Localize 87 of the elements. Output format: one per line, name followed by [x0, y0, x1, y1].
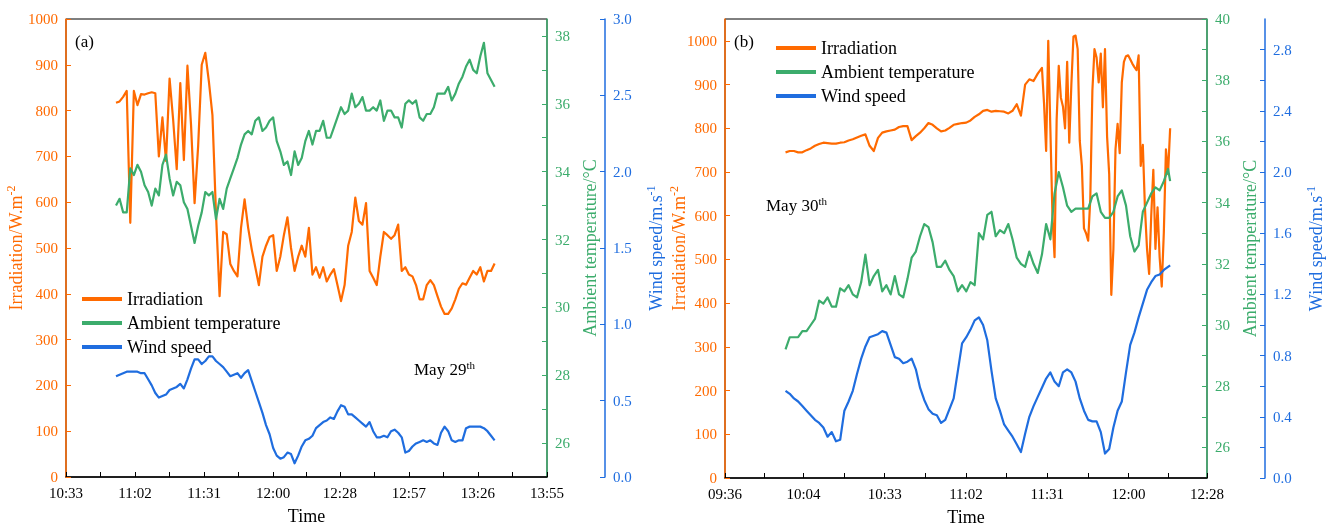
y3-tick-label: 0.0: [1273, 470, 1292, 486]
y-tick-label: 700: [694, 164, 717, 180]
annotation: (b): [734, 32, 754, 51]
y-tick-label: 900: [35, 56, 58, 73]
y2-tick-label: 30: [555, 299, 570, 316]
y-tick-label: 1000: [28, 11, 58, 27]
y2-tick-label: 30: [1215, 317, 1230, 333]
line-series: [114, 355, 496, 465]
y-axis-title: Irradiation/W.m-2: [4, 185, 26, 311]
y-axis-title: Irradiation/W.m-2: [667, 186, 689, 311]
y2-tick-label: 26: [1215, 439, 1231, 456]
y2-tick-label: 40: [1215, 11, 1230, 27]
y-tick-label: 400: [35, 285, 58, 302]
y-tick-label: 100: [35, 423, 58, 440]
x-tick-label: 10:04: [786, 485, 822, 502]
line-series: [784, 264, 1172, 455]
y2-tick-label: 36: [555, 95, 571, 112]
y-tick-label: 800: [694, 120, 717, 137]
y-tick-label: 300: [694, 338, 717, 355]
y2-axis-title: Ambient temperature/°C: [580, 159, 600, 337]
y3-tick-label: 2.8: [1273, 41, 1292, 58]
y-tick-label: 800: [35, 102, 58, 119]
legend-label: Ambient temperature: [127, 313, 281, 333]
y3-tick-label: 0.0: [613, 469, 632, 485]
y-tick-label: 300: [35, 331, 58, 348]
x-tick-label: 12:28: [322, 484, 357, 501]
y-tick-label: 200: [35, 377, 58, 394]
y-tick-label: 1000: [687, 32, 717, 49]
x-tick-label: 11:31: [1030, 485, 1065, 502]
legend-label: Irradiation: [127, 289, 203, 309]
line-series: [114, 51, 496, 316]
y-tick-label: 200: [694, 382, 717, 399]
y3-tick-label: 2.4: [1273, 102, 1293, 119]
legend-label: Ambient temperature: [821, 62, 975, 82]
y-tick-label: 0: [709, 470, 717, 486]
y-tick-label: 700: [35, 148, 58, 165]
y2-axis-title: Ambient temperature/°C: [1240, 159, 1260, 338]
x-tick-label: 12:00: [256, 484, 291, 501]
legend-label: Wind speed: [127, 337, 212, 357]
y2-tick-label: 32: [1215, 255, 1230, 272]
y3-tick-label: 0.8: [1273, 347, 1292, 364]
y2-tick-label: 28: [1215, 378, 1230, 395]
y3-tick-label: 2.0: [613, 163, 632, 180]
y2-tick-label: 36: [1215, 133, 1231, 150]
x-tick-label: 11:02: [949, 485, 983, 502]
y3-tick-label: 1.0: [613, 316, 632, 333]
y3-tick-label: 1.2: [1273, 286, 1292, 303]
annotation: (a): [75, 32, 94, 51]
legend-label: Wind speed: [821, 86, 906, 106]
y2-tick-label: 32: [555, 231, 570, 248]
line-series: [114, 41, 496, 245]
x-tick-label: 12:00: [1111, 485, 1146, 502]
y3-tick-label: 2.5: [613, 87, 632, 104]
y3-tick-label: 2.0: [1273, 164, 1292, 180]
y-tick-label: 900: [694, 76, 717, 93]
y3-tick-label: 0.5: [613, 392, 632, 409]
x-axis-title: Time: [947, 507, 985, 527]
y-tick-label: 100: [694, 426, 717, 443]
y2-tick-label: 26: [555, 435, 571, 452]
x-tick-label: 09:36: [707, 485, 743, 502]
y-tick-label: 500: [35, 240, 58, 256]
x-tick-label: 13:26: [460, 484, 496, 501]
x-tick-label: 10:33: [867, 485, 902, 502]
y-tick-label: 400: [694, 295, 717, 312]
x-tick-label: 10:33: [48, 484, 84, 501]
x-axis-title: Time: [287, 506, 326, 526]
y-tick-label: 600: [35, 194, 58, 211]
y3-tick-label: 1.5: [613, 240, 632, 256]
y3-tick-label: 0.4: [1273, 408, 1293, 425]
y-tick-label: 0: [50, 469, 58, 485]
x-tick-label: 13:55: [529, 484, 565, 501]
x-tick-label: 11:31: [187, 484, 221, 501]
y3-tick-label: 3.0: [613, 11, 632, 27]
y2-tick-label: 38: [1215, 72, 1230, 89]
y2-tick-label: 28: [555, 367, 570, 384]
legend-label: Irradiation: [821, 38, 897, 58]
y3-axis-title: Wind speed/m.s-1: [644, 185, 666, 311]
y2-tick-label: 34: [1215, 194, 1231, 211]
y2-tick-label: 38: [555, 27, 570, 44]
y3-axis-title: Wind speed/m.s-1: [1304, 185, 1326, 312]
x-tick-label: 12:57: [391, 484, 427, 501]
x-tick-label: 12:28: [1189, 485, 1225, 502]
y-tick-label: 500: [694, 251, 717, 268]
x-tick-label: 11:02: [118, 484, 152, 501]
y2-tick-label: 34: [555, 163, 571, 180]
y-tick-label: 600: [694, 207, 717, 224]
y3-tick-label: 1.6: [1273, 225, 1293, 242]
